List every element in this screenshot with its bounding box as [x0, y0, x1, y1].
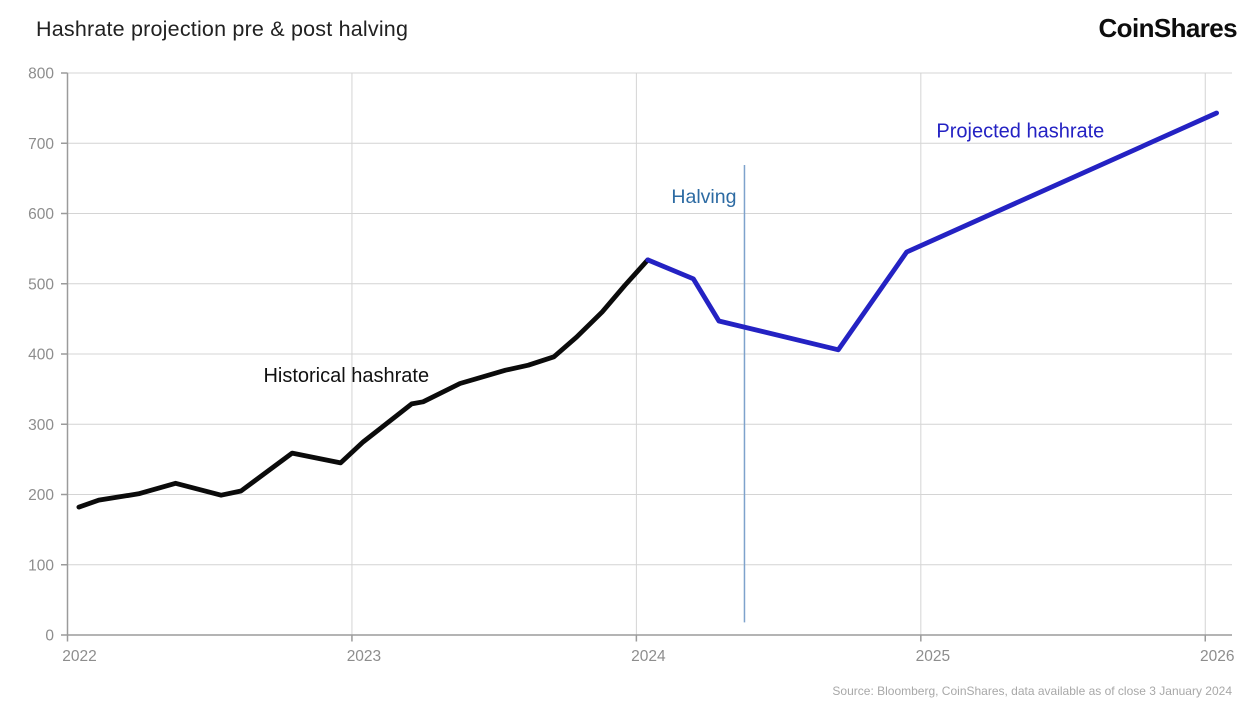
x-tick-label-2025: 2025 — [916, 648, 950, 665]
x-tick-label-2022: 2022 — [62, 648, 96, 665]
series-line-projected — [645, 110, 1219, 353]
y-tick-label-100: 100 — [28, 557, 54, 574]
halving-label: Halving — [671, 186, 736, 208]
series-line-historical — [76, 257, 651, 510]
chart-title: Hashrate projection pre & post halving — [36, 17, 409, 41]
y-tick-label-0: 0 — [45, 628, 54, 645]
x-tick-label-2023: 2023 — [347, 648, 381, 665]
y-tick-label-200: 200 — [28, 487, 54, 504]
y-tick-label-500: 500 — [28, 276, 54, 293]
coinshares-logo: CoinShares — [1098, 13, 1238, 43]
projected-series-label: Projected hashrate — [936, 121, 1104, 143]
x-tick-label-2026: 2026 — [1200, 648, 1234, 665]
y-tick-label-800: 800 — [28, 66, 54, 83]
y-tick-label-400: 400 — [28, 347, 54, 364]
x-tick-label-2024: 2024 — [631, 648, 666, 665]
y-tick-label-300: 300 — [28, 417, 54, 434]
source-note: Source: Bloomberg, CoinShares, data avai… — [832, 684, 1232, 698]
historical-series-label: Historical hashrate — [263, 365, 429, 387]
y-tick-label-600: 600 — [28, 206, 54, 223]
y-tick-label-700: 700 — [28, 136, 54, 153]
